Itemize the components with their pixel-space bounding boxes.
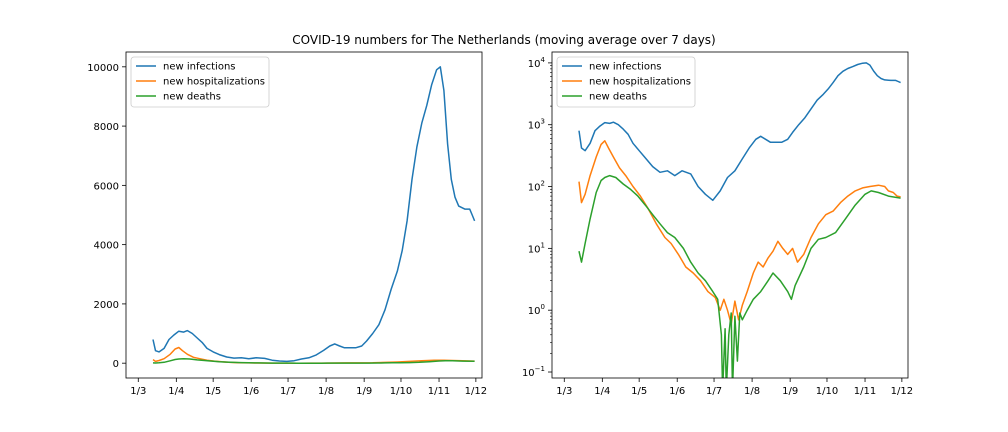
x-tick-label: 1/4 — [168, 386, 184, 397]
x-tick-label: 1/9 — [356, 386, 372, 397]
legend-label: new deaths — [163, 92, 221, 103]
y-tick-label: 100 — [528, 303, 545, 317]
x-tick-label: 1/10 — [816, 386, 838, 397]
series-line-new-deaths — [578, 174, 901, 378]
axes-frame — [125, 51, 483, 379]
x-tick-label: 1/6 — [243, 386, 259, 397]
x-tick-label: 1/3 — [130, 386, 146, 397]
legend-label: new hospitalizations — [589, 77, 691, 88]
chart-panel-2: 1/3 1/4 1/5 1/6 1/7 1/8 1/9 1/10 1/11 1/12 10−1 100… — [522, 51, 913, 397]
y-tick-label: 8000 — [94, 122, 119, 133]
x-tick-label: 1/12 — [891, 386, 913, 397]
x-tick-label: 1/6 — [669, 386, 685, 397]
x-tick-label: 1/5 — [631, 386, 647, 397]
y-tick-label: 104 — [528, 56, 546, 70]
y-tick-label: 10−1 — [522, 365, 545, 379]
x-tick-label: 1/12 — [465, 386, 487, 397]
x-tick-label: 1/9 — [782, 386, 798, 397]
x-tick-label: 1/7 — [280, 386, 296, 397]
x-tick-label: 1/11 — [428, 386, 450, 397]
x-tick-label: 1/8 — [744, 386, 760, 397]
y-tick-label: 4000 — [94, 241, 119, 252]
y-tick-label: 102 — [528, 180, 545, 194]
series-line-new-infections — [152, 66, 476, 363]
x-tick-label: 1/11 — [854, 386, 876, 397]
y-tick-label: 2000 — [94, 300, 119, 311]
x-tick-label: 1/10 — [390, 386, 412, 397]
y-tick-label: 0 — [113, 359, 119, 370]
legend-label: new deaths — [589, 92, 647, 103]
y-tick-label: 10000 — [87, 63, 119, 74]
series-line-new-hospitalizations — [578, 140, 901, 325]
legend-box — [556, 56, 696, 108]
axes-frame — [551, 51, 909, 379]
figure-title: COVID-19 numbers for The Netherlands (mo… — [292, 33, 716, 47]
chart-panel-1: 1/3 1/4 1/5 1/6 1/7 1/8 1/9 1/10 1/11 1/12 0 2000 40… — [87, 51, 487, 397]
y-tick-label: 101 — [528, 241, 545, 255]
legend-label: new hospitalizations — [163, 77, 265, 88]
legend-label: new infections — [589, 62, 662, 73]
y-tick-label: 6000 — [94, 181, 119, 192]
y-tick-label: 103 — [528, 118, 545, 132]
legend-box — [130, 56, 270, 108]
x-tick-label: 1/8 — [318, 386, 334, 397]
x-tick-label: 1/5 — [205, 386, 221, 397]
x-tick-label: 1/7 — [706, 386, 722, 397]
series-line-new-deaths — [152, 357, 475, 364]
legend-label: new infections — [163, 62, 236, 73]
x-tick-label: 1/4 — [594, 386, 610, 397]
series-line-new-infections — [578, 62, 901, 202]
x-tick-label: 1/3 — [556, 386, 572, 397]
